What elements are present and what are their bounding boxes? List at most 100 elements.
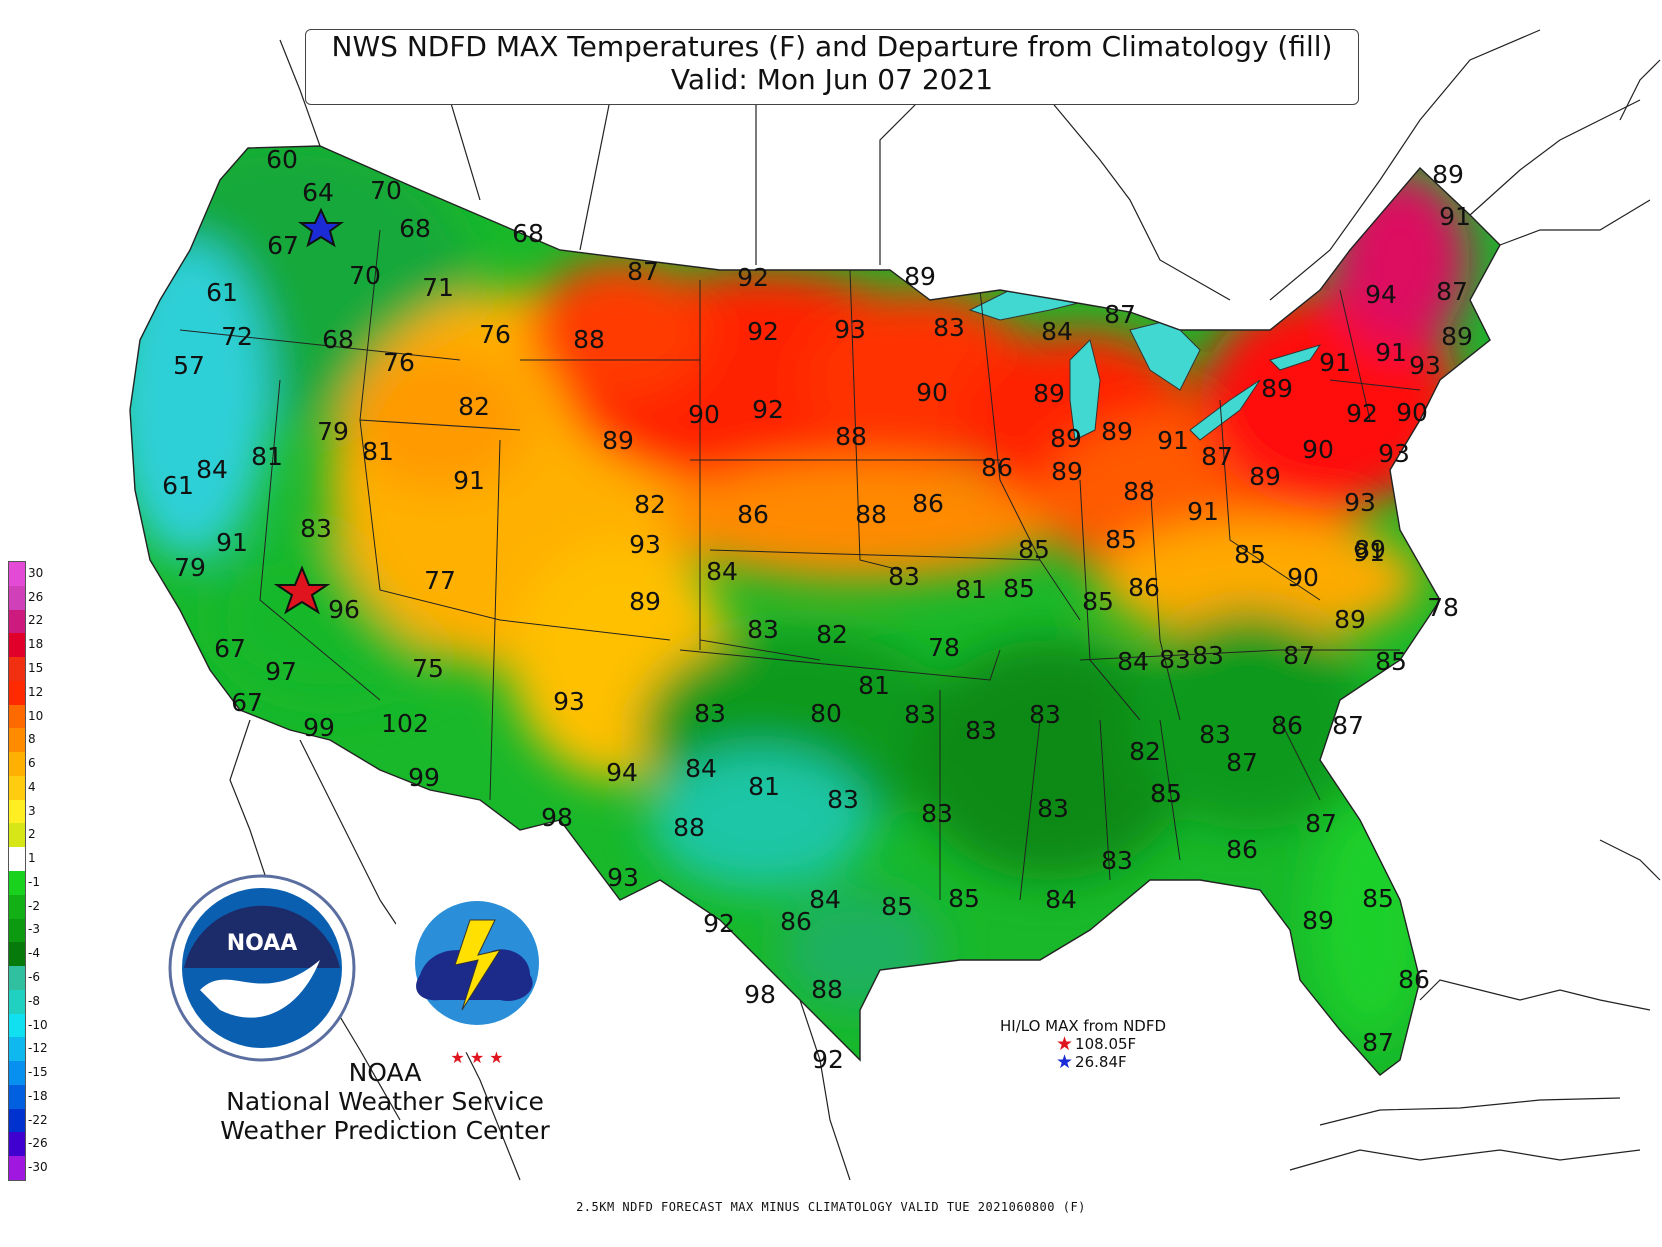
temperature-label: 84 [685,754,717,783]
temperature-label: 84 [1041,317,1073,346]
temperature-label: 93 [1409,351,1441,380]
temperature-label: 89 [1101,417,1133,446]
temperature-label: 68 [399,214,431,243]
temperature-label: 99 [408,763,440,792]
high-max-star [273,565,331,615]
temperature-label: 87 [1305,809,1337,838]
credits: NOAA National Weather Service Weather Pr… [190,1058,580,1145]
temperature-label: 77 [424,566,456,595]
temperature-label: 89 [904,262,936,291]
footer-caption: 2.5KM NDFD FORECAST MAX MINUS CLIMATOLOG… [576,1200,1086,1214]
temperature-label: 90 [1302,435,1334,464]
temperature-label: 85 [1105,525,1137,554]
legend-label: 10 [28,708,44,723]
temperature-label: 81 [858,671,890,700]
temperature-label: 78 [1427,593,1459,622]
temperature-label: 91 [1375,338,1407,367]
legend-swatch [9,752,25,777]
temperature-label: 91 [1319,348,1351,377]
temperature-label: 82 [816,620,848,649]
temperature-label: 86 [1128,573,1160,602]
temperature-label: 79 [317,417,349,446]
temperature-label: 68 [512,219,544,248]
temperature-label: 57 [173,351,205,380]
credits-line-2: National Weather Service [226,1087,544,1116]
legend-label: 12 [28,684,44,699]
legend-swatch [9,704,25,729]
temperature-label: 82 [1129,737,1161,766]
temperature-label: 70 [349,261,381,290]
temperature-label: 88 [855,500,887,529]
temperature-label: 89 [1354,535,1386,564]
legend-label: 26 [28,589,44,604]
legend-label: -8 [28,993,40,1008]
temperature-label: 92 [752,395,784,424]
legend-label: 22 [28,613,44,628]
temperature-label: 64 [302,178,334,207]
temperature-label: 75 [412,654,444,683]
temperature-label: 76 [479,320,511,349]
temperature-label: 88 [1123,477,1155,506]
temperature-label: 82 [634,490,666,519]
legend-label: 4 [28,779,36,794]
temperature-label: 86 [981,453,1013,482]
temperature-label: 81 [955,575,987,604]
legend-label: -3 [28,922,40,937]
temperature-label: 72 [221,322,253,351]
temperature-label: 87 [1283,641,1315,670]
temperature-label: 83 [694,699,726,728]
temperature-label: 84 [1045,885,1077,914]
temperature-label: 90 [688,400,720,429]
temperature-label: 83 [1192,641,1224,670]
temperature-label: 93 [553,687,585,716]
temperature-label: 76 [383,348,415,377]
temperature-label: 85 [1150,779,1182,808]
legend-swatch [9,894,25,920]
temperature-label: 90 [1287,563,1319,592]
temperature-label: 83 [747,615,779,644]
hilo-title: HI/LO MAX from NDFD [1000,1017,1167,1035]
legend-label: -6 [28,969,40,984]
temperature-label: 87 [1226,748,1258,777]
temperature-label: 98 [744,980,776,1009]
temperature-label: 91 [453,466,485,495]
legend-label: 30 [28,565,44,580]
temperature-label: 90 [1396,398,1428,427]
temperature-label: 86 [780,907,812,936]
temperature-label: 81 [362,437,394,466]
legend-swatch [9,1132,25,1157]
nws-logo: ★ ★ ★ [387,873,567,1067]
neighbor-boundaries [229,29,1661,1181]
temperature-label: 97 [265,657,297,686]
legend-label: 2 [28,827,36,842]
legend-swatch [9,609,25,634]
temperature-label: 94 [1365,280,1397,309]
noaa-logo-text: NOAA [227,931,298,956]
temperature-label: 88 [811,975,843,1004]
legend-swatch [9,680,25,706]
temperature-label: 83 [827,785,859,814]
temperature-label: 89 [1432,160,1464,189]
legend-swatch [9,1061,25,1086]
temperature-label: 92 [747,317,779,346]
temperature-label: 91 [216,528,248,557]
temperature-label: 78 [928,633,960,662]
temperature-label: 89 [1249,462,1281,491]
color-legend [8,561,26,1181]
temperature-label: 85 [1003,574,1035,603]
temperature-label: 82 [458,392,490,421]
temperature-label: 80 [810,699,842,728]
temperature-label: 93 [834,315,866,344]
credits-line-1: NOAA [348,1058,422,1087]
temperature-label: 92 [703,909,735,938]
temperature-label: 88 [573,325,605,354]
legend-swatch [9,799,25,824]
temperature-label: 85 [1150,779,1182,808]
temperature-label: 102 [381,709,429,738]
temperature-label: 94 [606,758,638,787]
temperature-label: 85 [948,884,980,913]
temperature-label: 85 [1234,540,1266,569]
legend-label: -12 [28,1041,48,1056]
temperature-label: 83 [904,700,936,729]
